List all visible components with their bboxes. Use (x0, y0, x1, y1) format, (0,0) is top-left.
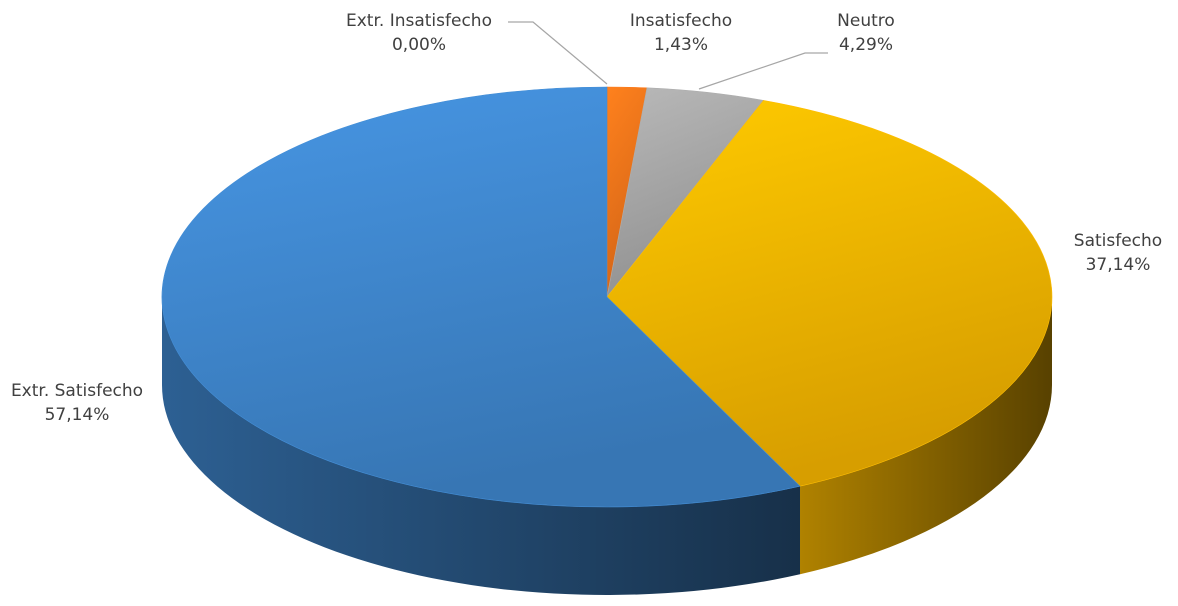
slice-value-neutro: 4,29% (839, 35, 893, 55)
slice-label-extr-satisfecho: Extr. Satisfecho 57,14% (11, 381, 143, 425)
slice-value-extr-insatisfecho: 0,00% (392, 35, 446, 55)
slice-label-insatisfecho: Insatisfecho 1,43% (630, 11, 732, 55)
slice-satisfecho (606, 100, 1053, 487)
pie-sides (162, 297, 1052, 595)
slice-side-extr-satisfecho (162, 297, 801, 595)
slice-labels: Extr. Insatisfecho 0,00% Insatisfecho 1,43%… (11, 11, 1162, 425)
slice-extr-satisfecho (161, 86, 801, 508)
slice-value-insatisfecho: 1,43% (654, 35, 708, 55)
slice-name-insatisfecho: Insatisfecho (630, 11, 732, 31)
slice-label-satisfecho: Satisfecho 37,14% (1074, 231, 1162, 275)
slice-name-extr-satisfecho: Extr. Satisfecho (11, 381, 143, 401)
slice-label-extr-insatisfecho: Extr. Insatisfecho 0,00% (346, 11, 492, 55)
leader-line-extr-insatisfecho (508, 21, 608, 85)
pie-tops (161, 86, 1053, 508)
label-leaders (508, 21, 828, 90)
slice-value-extr-satisfecho: 57,14% (45, 405, 110, 425)
slice-name-extr-insatisfecho: Extr. Insatisfecho (346, 11, 492, 31)
slice-label-neutro: Neutro 4,29% (837, 11, 895, 55)
slice-side-satisfecho (800, 297, 1052, 575)
slice-value-satisfecho: 37,14% (1086, 255, 1151, 275)
leader-line-neutro (698, 52, 828, 90)
slice-name-neutro: Neutro (837, 11, 895, 31)
slice-name-satisfecho: Satisfecho (1074, 231, 1162, 251)
